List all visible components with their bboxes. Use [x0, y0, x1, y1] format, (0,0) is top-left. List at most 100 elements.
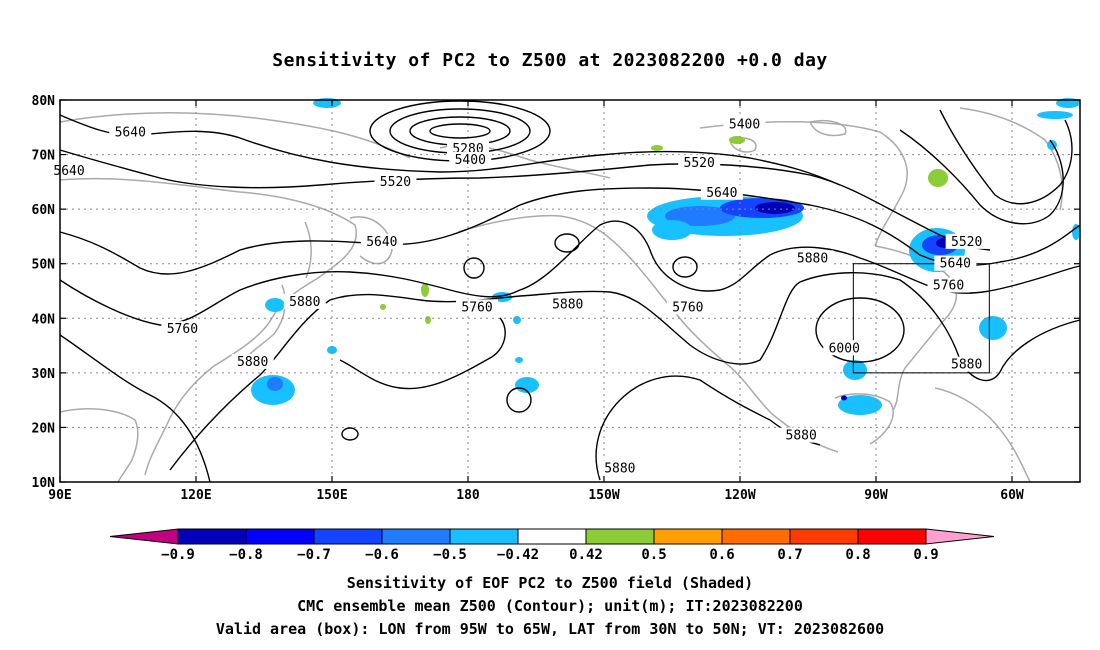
- caption-line-3: Valid area (box): LON from 95W to 65W, L…: [215, 620, 885, 638]
- colorbar-swatch: [653, 528, 723, 545]
- shade-positive-arctic: [729, 136, 745, 144]
- lat-label: 70N: [32, 149, 56, 164]
- lon-label: 150E: [316, 488, 347, 503]
- contour-label-bg: [780, 427, 823, 443]
- kamchatka-coast: [349, 216, 393, 265]
- asia-coast: [59, 177, 358, 476]
- lat-lon-grid: [60, 100, 1080, 482]
- contour-label-bg: [678, 154, 721, 170]
- colorbar-swatch: [245, 528, 315, 545]
- lat-label: 40N: [32, 312, 56, 327]
- shade-texas: [843, 360, 867, 380]
- contour-label-bg: [48, 162, 91, 178]
- contour-label-bg: [231, 353, 274, 369]
- lon-label: 90W: [864, 488, 888, 503]
- contour-small-loop: [554, 233, 580, 253]
- colorbar-label: −0.9: [161, 547, 195, 563]
- contour-label: 5400: [455, 153, 486, 168]
- colorbar-over-triangle: [925, 528, 995, 545]
- contour-greenland-2: [939, 109, 1073, 205]
- colorbar: −0.9 −0.8 −0.7 −0.6 −0.5 −0.42 0.42 0.5 0.6 0.7 0.…: [109, 528, 995, 563]
- contour-label-bg: [945, 233, 988, 249]
- map-title: Sensitivity of PC2 to Z500 at 2023082200…: [272, 50, 828, 71]
- shade-positive-baffin: [928, 169, 948, 187]
- shade-gulf-of-alaska: [652, 220, 692, 240]
- colorbar-label: 0.9: [913, 547, 938, 563]
- gulf-of-mexico-coast: [834, 393, 894, 445]
- map-background: [60, 100, 1080, 482]
- colorbar-label: 0.42: [569, 547, 603, 563]
- contour-label: 5880: [786, 429, 817, 444]
- contour-labels: 5640564055205640588057605880528054005760…: [48, 116, 988, 476]
- shade-pacific-small-2: [515, 357, 523, 363]
- contour-label-bg: [449, 152, 492, 168]
- contour-label-bg: [927, 277, 970, 293]
- shade-greenland-north: [1037, 111, 1073, 119]
- contour-label: 5760: [167, 322, 198, 337]
- contour-label-bg: [934, 255, 977, 271]
- lat-label: 30N: [32, 367, 56, 382]
- contour-pacific-small: [506, 387, 532, 413]
- lat-label: 60N: [32, 203, 56, 218]
- contour-label: 6000: [829, 341, 860, 356]
- contour-label: 5880: [289, 295, 320, 310]
- lon-label: 60W: [1000, 488, 1024, 503]
- lon-label: 120E: [180, 488, 211, 503]
- colorbar-label: −0.6: [365, 547, 399, 563]
- colorbar-swatch: [381, 528, 451, 545]
- lat-label: 20N: [32, 421, 56, 436]
- colorbar-label: −0.5: [433, 547, 467, 563]
- contour-label-bg: [374, 173, 417, 189]
- shade-gulf-of-mexico: [838, 395, 882, 415]
- colorbar-label: 0.8: [845, 547, 870, 563]
- contour-small-low: [672, 256, 698, 278]
- contour-label: 5880: [237, 355, 268, 370]
- shade-east-china-sea-core: [267, 377, 283, 391]
- lon-label: 180: [456, 488, 480, 503]
- contour-label-bg: [109, 124, 152, 140]
- colorbar-label: 0.6: [709, 547, 734, 563]
- contour-5760-asia: [59, 334, 211, 483]
- contour-label-bg: [823, 340, 866, 356]
- contour-label: 5520: [380, 175, 411, 190]
- shade-north-atlantic: [1072, 224, 1080, 240]
- contour-label: 5640: [115, 126, 146, 141]
- contour-label-bg: [791, 250, 834, 266]
- contour-label: 5640: [366, 235, 397, 250]
- shade-gulf-core: [841, 395, 847, 401]
- contour-label: 5640: [706, 186, 737, 201]
- contour-label-bg: [546, 296, 589, 312]
- contour-label-bg: [700, 184, 743, 200]
- contour-label: 5880: [552, 298, 583, 313]
- shade-japan-south: [327, 346, 337, 354]
- canada-north-coast: [699, 121, 908, 247]
- contour-6000: [815, 297, 905, 363]
- lat-label: 80N: [32, 94, 56, 109]
- contour-label: 5640: [940, 257, 971, 272]
- siberia-arctic-coast: [59, 111, 411, 159]
- contour-label: 5640: [53, 164, 84, 179]
- shade-positive-kuril: [380, 304, 386, 310]
- lon-label: 150W: [588, 488, 619, 503]
- contour-label: 5760: [461, 300, 492, 315]
- shade-japan: [265, 298, 285, 312]
- indochina-coast: [59, 407, 139, 483]
- caption-line-2: CMC ensemble mean Z500 (Contour); unit(m…: [297, 597, 803, 615]
- contour-label-bg: [161, 321, 204, 337]
- shade-pacific-subtropical: [515, 377, 539, 393]
- contour-label-bg: [598, 460, 641, 476]
- contour-label-bg: [456, 299, 499, 315]
- lon-label: 90E: [48, 488, 71, 503]
- valid-area-box: [852, 263, 990, 374]
- contour-label-bg: [666, 299, 709, 315]
- contour-5880-south: [595, 375, 821, 481]
- contour-label: 5760: [672, 300, 703, 315]
- contour-label: 5520: [684, 156, 715, 171]
- colorbar-swatch: [177, 528, 247, 545]
- greenland-coast: [959, 107, 1064, 211]
- colorbar-swatch: [517, 528, 587, 545]
- colorbar-under-triangle: [109, 528, 179, 545]
- shade-positive-bering: [421, 283, 429, 297]
- shade-positive-alaska: [651, 145, 663, 151]
